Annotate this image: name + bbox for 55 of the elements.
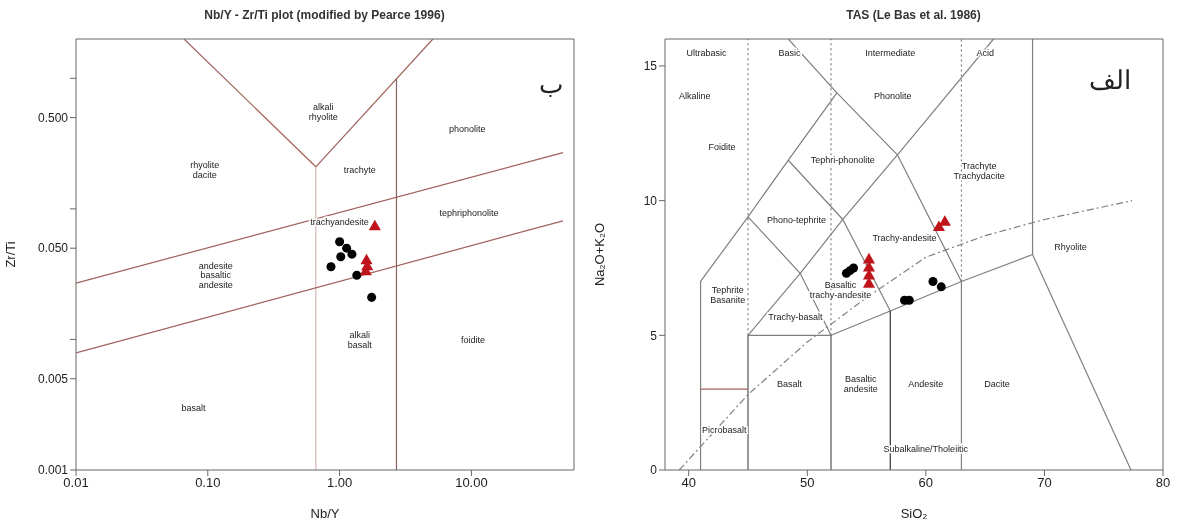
annotation: Basalt (776, 378, 803, 389)
annotation: Dacite (984, 378, 1010, 389)
annotation: foidite (461, 334, 486, 345)
annotation: Foidite (708, 141, 736, 152)
y-axis-title: Zr/Ti (2, 241, 18, 268)
annotation: Acid (976, 47, 994, 58)
annotation: Basaltic trachy-andesite (809, 279, 872, 300)
annotation: phonolite (449, 124, 486, 135)
x-tick-label: 80 (1155, 475, 1171, 491)
annotation: Trachy-andesite (872, 233, 937, 244)
x-tick-label: 10.00 (455, 475, 488, 491)
annotation: Basic (778, 47, 801, 58)
y-tick-label: 0.005 (37, 372, 69, 386)
annotation: Phono-tephrite (767, 214, 827, 225)
annotation: rhyolite dacite (190, 159, 220, 180)
x-tick-label: 60 (918, 475, 934, 491)
x-axis-title: Nb/Y (310, 506, 340, 521)
x-tick-label: 40 (681, 475, 696, 491)
x-tick-label: 50 (800, 475, 815, 491)
annotation: Trachy-basalt (768, 311, 824, 322)
annotation: Ultrabasic (686, 47, 727, 58)
annotation: alkali rhyolite (308, 102, 338, 123)
annotation: Tephri-phonolite (810, 155, 875, 166)
annotation: Andesite (908, 378, 944, 389)
y-tick-label: 5 (650, 328, 658, 343)
x-axis-title: SiO₂ (900, 506, 928, 521)
chart-title: Nb/Y - Zr/Ti plot (modified by Pearce 1996) (203, 7, 446, 24)
x-tick-label: 1.00 (326, 475, 353, 491)
y-tick-label: 0.001 (37, 463, 69, 478)
annotation: Tephrite Basanite (710, 285, 746, 306)
annotation: الف (1088, 64, 1131, 95)
annotation: Trachyte Trachydacite (953, 161, 1005, 182)
annotation: Basaltic andesite (843, 374, 878, 394)
x-tick-label: 0.01 (63, 475, 89, 491)
annotation: tephriphonolite (439, 207, 499, 218)
annotation: alkali basalt (347, 329, 373, 350)
annotation: Phonolite (873, 90, 912, 101)
chart-title: TAS (Le Bas et al. 1986) (845, 7, 982, 24)
y-tick-label: 0.500 (37, 110, 69, 125)
y-tick-label: 10 (643, 193, 658, 208)
annotation: basalt (181, 402, 207, 413)
annotation: Intermediate (865, 47, 916, 58)
annotation: trachyandesite (310, 216, 369, 227)
annotation: andesite basaltic andesite (198, 260, 233, 291)
annotation: trachyte (343, 164, 376, 175)
annotation: Rhyolite (1054, 241, 1087, 252)
annotation: ب (538, 69, 563, 100)
x-tick-label: 70 (1037, 475, 1052, 491)
annotation: Alkaline (678, 90, 711, 101)
x-tick-label: 0.10 (195, 475, 221, 491)
y-axis-title: Na₂O+K₂O (591, 222, 607, 287)
y-tick-label: 0 (650, 463, 658, 478)
y-tick-label: 0.050 (37, 241, 69, 256)
y-tick-label: 15 (643, 59, 658, 74)
annotation: Picrobasalt (702, 424, 748, 435)
